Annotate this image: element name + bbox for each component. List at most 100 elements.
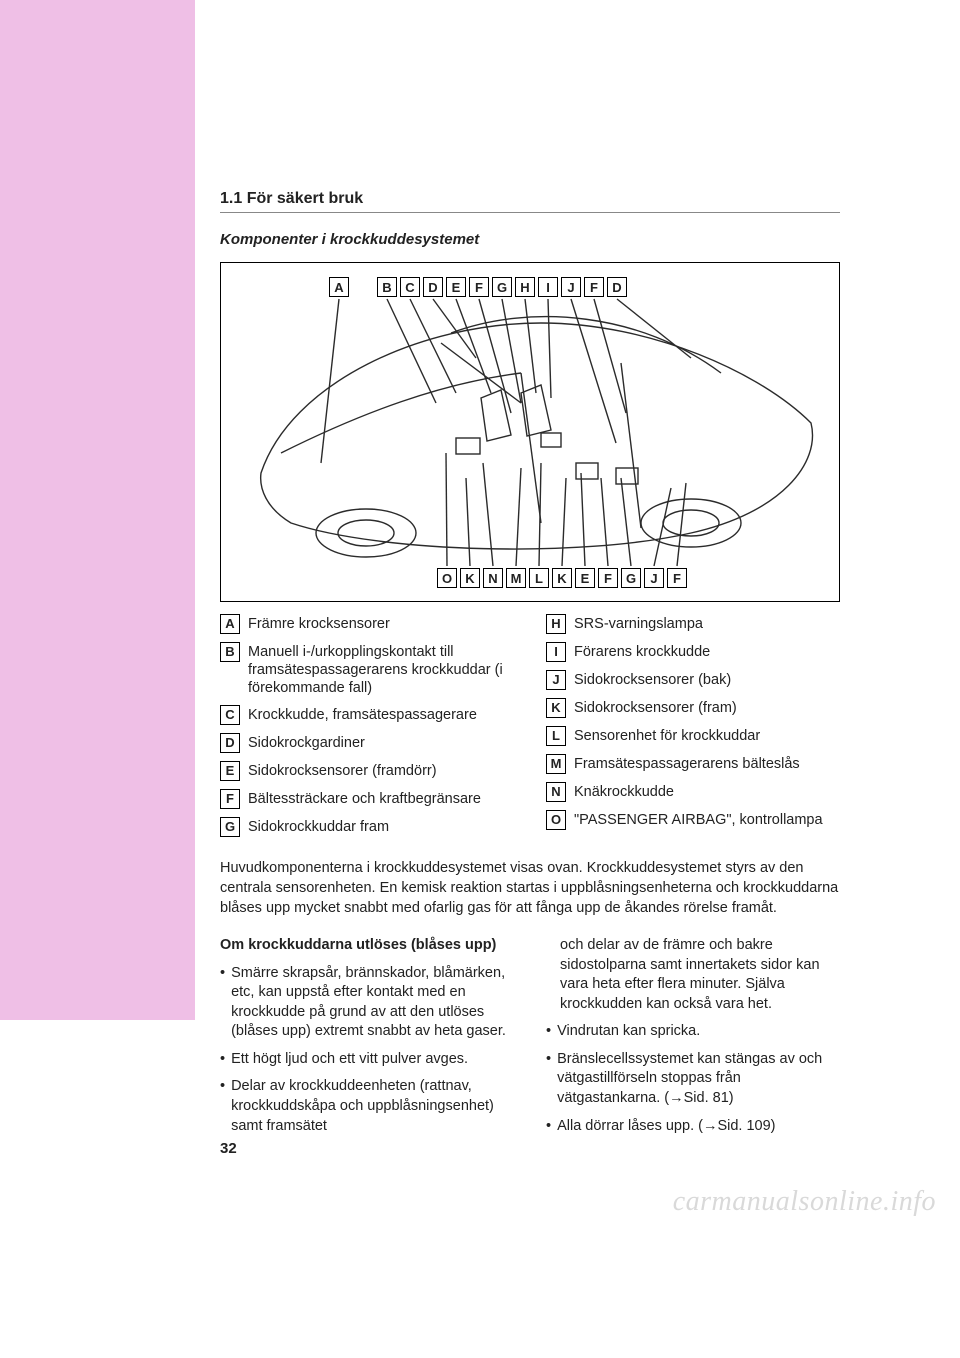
legend-item: D Sidokrockgardiner [220, 733, 514, 753]
callout-N: N [483, 568, 503, 588]
callout-D: D [423, 277, 443, 297]
legend-key: E [220, 761, 240, 781]
component-legend: A Främre krocksensorer B Manuell i-/urkopp… [220, 614, 840, 837]
legend-item: G Sidokrockkuddar fram [220, 817, 514, 837]
bullet-item: • Alla dörrar låses upp. (→Sid. 109) [546, 1117, 840, 1137]
legend-item: I Förarens krockkudde [546, 642, 840, 662]
bullet-text: Smärre skrapsår, brännskador, blåmärken,… [231, 964, 514, 1042]
legend-key: C [220, 705, 240, 725]
legend-item: J Sidokrocksensorer (bak) [546, 670, 840, 690]
bullet-dot-icon: • [546, 1050, 551, 1109]
callout-K2: K [552, 568, 572, 588]
callout-G: G [492, 277, 512, 297]
callout-K: K [460, 568, 480, 588]
legend-text: Sensorenhet för krockkuddar [574, 726, 760, 745]
legend-text: Sidokrocksensorer (bak) [574, 670, 731, 689]
callout-E: E [446, 277, 466, 297]
legend-item: A Främre krocksensorer [220, 614, 514, 634]
legend-text: Sidokrocksensorer (framdörr) [248, 761, 437, 780]
legend-item: K Sidokrocksensorer (fram) [546, 698, 840, 718]
callout-D2: D [607, 277, 627, 297]
legend-text: "PASSENGER AIRBAG", kontrollampa [574, 810, 823, 829]
legend-item: O "PASSENGER AIRBAG", kontrollampa [546, 810, 840, 830]
chapter-tab-sidebar [0, 0, 195, 1020]
legend-text: SRS-varningslampa [574, 614, 703, 633]
page-number: 32 [220, 1140, 237, 1157]
airbag-diagram: A B C D E F G H I J F D O K N M L K E F … [220, 262, 840, 602]
body-column-left: Om krockkuddarna utlöses (blåses upp) •S… [220, 936, 514, 1144]
callout-J2: J [644, 568, 664, 588]
legend-key: F [220, 789, 240, 809]
legend-text: Sidokrockgardiner [248, 733, 365, 752]
legend-key: O [546, 810, 566, 830]
legend-item: E Sidokrocksensorer (framdörr) [220, 761, 514, 781]
legend-item: C Krockkudde, framsätespassagerare [220, 705, 514, 725]
callout-F4: F [667, 568, 687, 588]
bullet-text: Alla dörrar låses upp. (→Sid. 109) [557, 1117, 775, 1137]
bullet-item: • Vindrutan kan spricka. [546, 1022, 840, 1042]
legend-item: B Manuell i-/urkopplingskontakt till fram… [220, 642, 514, 697]
legend-col-left: A Främre krocksensorer B Manuell i-/urkopp… [220, 614, 514, 837]
legend-text: Bältessträckare och kraftbegränsare [248, 789, 481, 808]
legend-key: H [546, 614, 566, 634]
legend-key: M [546, 754, 566, 774]
legend-text: Sidokrocksensorer (fram) [574, 698, 737, 717]
callout-I: I [538, 277, 558, 297]
bullet-item: •Bränslecellssystemet kan stängas av och… [546, 1050, 840, 1109]
callout-E2: E [575, 568, 595, 588]
body-paragraph: Huvudkomponenterna i krockkuddesystemet … [220, 859, 840, 918]
column-heading: Om krockkuddarna utlöses (blåses upp) [220, 936, 514, 956]
legend-key: B [220, 642, 240, 662]
legend-text: Krockkudde, framsätespassagerare [248, 705, 477, 724]
callout-M: M [506, 568, 526, 588]
callout-G2: G [621, 568, 641, 588]
callout-H: H [515, 277, 535, 297]
bullet-text: Delar av krockkuddeenheten (rattnav, kro… [231, 1077, 514, 1136]
legend-key: D [220, 733, 240, 753]
legend-item: NKnäkrockkudde [546, 782, 840, 802]
bullet-dot-icon: • [220, 1077, 225, 1136]
bullet-item: •Delar av krockkuddeenheten (rattnav, kr… [220, 1077, 514, 1136]
bullet-dot-icon: • [220, 964, 225, 1042]
subsection-title: Komponenter i krockkuddesystemet [220, 231, 840, 248]
legend-text: Förarens krockkudde [574, 642, 710, 661]
legend-text: Manuell i-/urkopplingskontakt till frams… [248, 642, 514, 697]
two-column-body: Om krockkuddarna utlöses (blåses upp) •S… [220, 936, 840, 1144]
legend-key: A [220, 614, 240, 634]
bullet-text: Ett högt ljud och ett vitt pulver avges. [231, 1050, 468, 1070]
legend-key: I [546, 642, 566, 662]
bullet-item: •Smärre skrapsår, brännskador, blåmärken… [220, 964, 514, 1042]
continuation-text: och delar av de främre och bakre sidosto… [546, 936, 840, 1014]
legend-key: G [220, 817, 240, 837]
callout-B: B [377, 277, 397, 297]
callout-O: O [437, 568, 457, 588]
bullet-dot-icon: • [546, 1117, 551, 1137]
bullet-dot-icon: • [220, 1050, 225, 1070]
callout-F3: F [598, 568, 618, 588]
bullet-dot-icon: • [546, 1022, 551, 1042]
legend-text: Knäkrockkudde [574, 782, 674, 801]
legend-item: H SRS-varningslampa [546, 614, 840, 634]
legend-col-right: HSRS-varningslampa IFörarens krockkudde … [546, 614, 840, 837]
callout-J: J [561, 277, 581, 297]
legend-text: Sidokrockkuddar fram [248, 817, 389, 836]
legend-item: F Bältessträckare och kraftbegränsare [220, 789, 514, 809]
legend-key: J [546, 670, 566, 690]
car-line-art [221, 263, 837, 599]
legend-key: K [546, 698, 566, 718]
legend-text: Framsätespassagerarens bälteslås [574, 754, 800, 773]
callout-L: L [529, 568, 549, 588]
legend-text: Främre krocksensorer [248, 614, 390, 633]
legend-item: M Framsätespassagerarens bälteslås [546, 754, 840, 774]
body-column-right: och delar av de främre och bakre sidosto… [546, 936, 840, 1144]
diagram-callout-row-top-A: A [329, 277, 349, 297]
diagram-callout-row-top: B C D E F G H I J F D [377, 277, 627, 297]
callout-F: F [469, 277, 489, 297]
bullet-item: • Ett högt ljud och ett vitt pulver avges… [220, 1050, 514, 1070]
diagram-callout-row-bottom: O K N M L K E F G J F [437, 568, 687, 588]
legend-item: LSensorenhet för krockkuddar [546, 726, 840, 746]
callout-A: A [329, 277, 349, 297]
bullet-text: Vindrutan kan spricka. [557, 1022, 700, 1042]
bullet-text: Bränslecellssystemet kan stängas av och … [557, 1050, 840, 1109]
section-header: 1.1 För säkert bruk [220, 190, 840, 213]
